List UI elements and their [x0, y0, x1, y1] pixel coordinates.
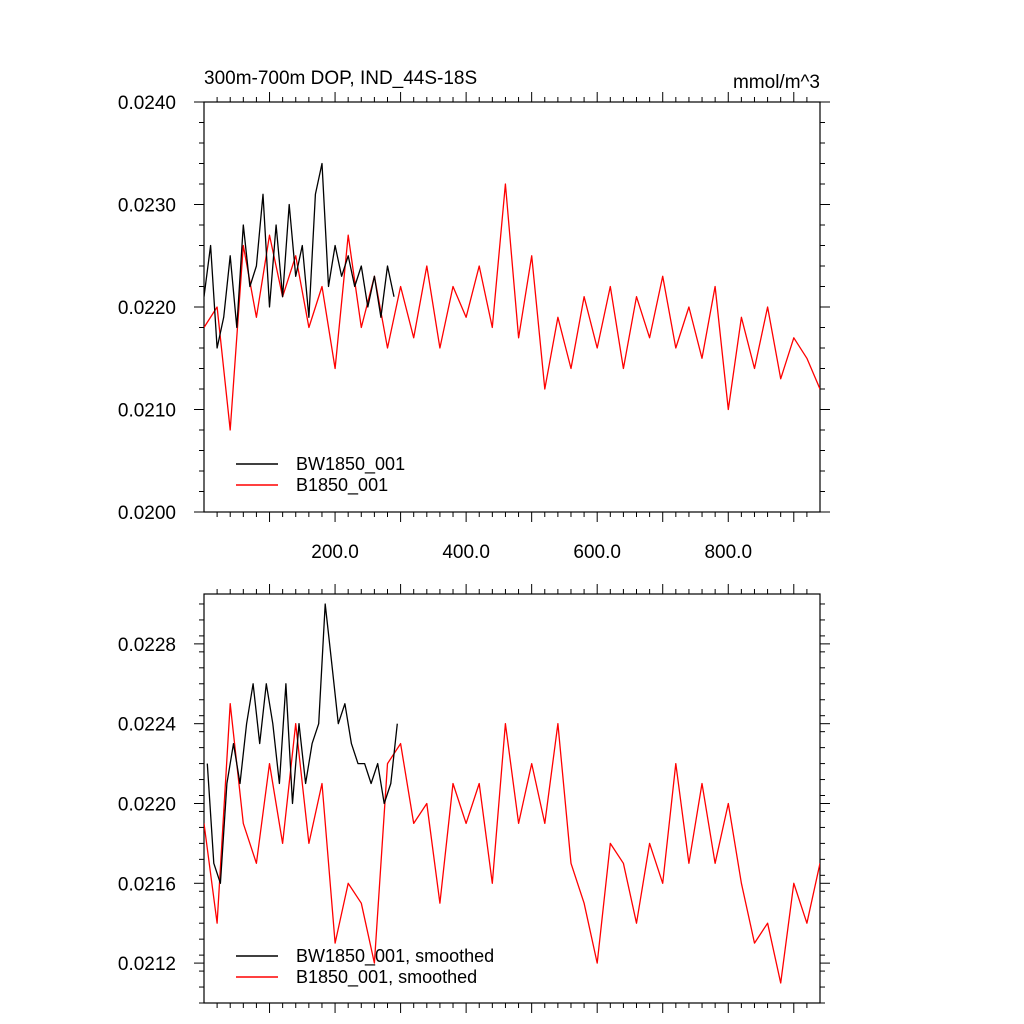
series-line-bw1850: [204, 162, 395, 349]
y-tick-label: 0.0228: [118, 635, 176, 656]
legend-label: B1850_001, smoothed: [296, 967, 477, 988]
x-tick-label: 400.0: [442, 542, 490, 563]
y-tick-label: 0.0220: [118, 794, 176, 815]
x-tick-label: 200.0: [311, 542, 359, 563]
legend-label: BW1850_001, smoothed: [296, 946, 494, 967]
y-tick-label: 0.0220: [118, 298, 176, 319]
y-tick-label: 0.0210: [118, 401, 176, 422]
legend-label: B1850_001: [296, 475, 388, 496]
x-tick-label: 800.0: [704, 542, 752, 563]
y-tick-label: 0.0224: [118, 715, 177, 736]
plot-frame: [203, 101, 821, 513]
top-panel: 300m-700m DOP, IND_44S-18S mmol/m^3 200.…: [118, 68, 830, 563]
x-tick-label: 600.0: [573, 542, 621, 563]
y-tick-label: 0.0216: [118, 874, 176, 895]
top-panel-title: 300m-700m DOP, IND_44S-18S: [204, 68, 477, 89]
plot-frame: [203, 593, 821, 1004]
y-tick-label: 0.0200: [118, 503, 176, 524]
series-line-b1850: [204, 183, 820, 431]
y-tick-label: 0.0240: [118, 93, 176, 114]
legend-label: BW1850_001: [296, 454, 405, 475]
top-panel-units: mmol/m^3: [733, 72, 820, 93]
bottom-panel: 0.0212 0.0216 0.0220 0.0224 0.0228 BW1850_001…: [118, 584, 830, 1013]
y-tick-label: 0.0230: [118, 196, 176, 217]
series-line-b1850: [204, 703, 820, 984]
y-tick-label: 0.0212: [118, 954, 176, 975]
series-line-bw1850: [206, 603, 398, 884]
